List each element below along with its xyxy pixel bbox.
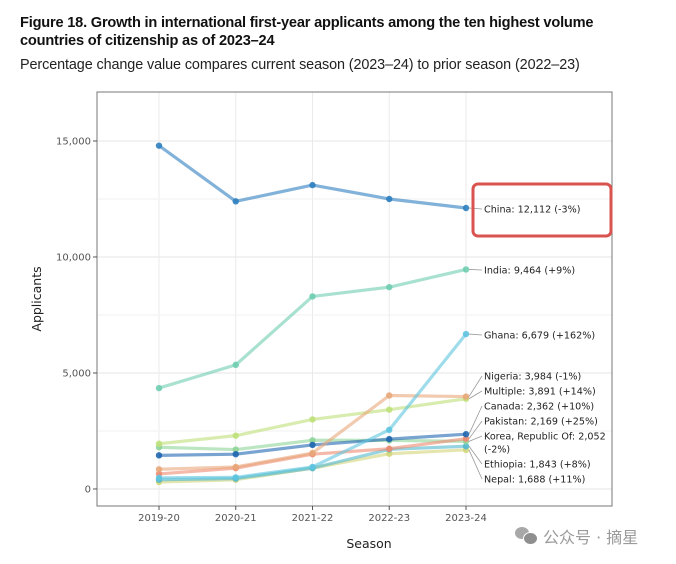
leader-line bbox=[468, 405, 483, 435]
leader-line bbox=[468, 435, 483, 442]
data-point bbox=[386, 450, 393, 457]
data-point bbox=[386, 283, 393, 291]
y-tick-label: 10,000 bbox=[56, 253, 91, 264]
series-labels: China: 12,112 (-3%) India: 9,464 (+9%) Gha… bbox=[484, 205, 606, 486]
data-point bbox=[155, 142, 163, 149]
data-point bbox=[155, 440, 163, 447]
data-point bbox=[309, 449, 316, 457]
data-point bbox=[232, 451, 239, 458]
leader-line bbox=[468, 390, 483, 400]
data-point bbox=[232, 361, 239, 369]
watermark: 公众号 · 摘星 bbox=[515, 524, 638, 548]
data-point bbox=[155, 384, 163, 392]
data-point bbox=[232, 198, 239, 205]
plot-frame bbox=[96, 91, 613, 507]
data-point bbox=[232, 446, 239, 453]
data-point bbox=[232, 463, 239, 471]
leader-line bbox=[468, 333, 483, 336]
data-point bbox=[309, 181, 316, 189]
leader-line bbox=[468, 449, 483, 480]
data-point bbox=[386, 392, 393, 399]
data-point bbox=[232, 432, 239, 439]
x-tick-label: 2023-24 bbox=[445, 513, 487, 524]
leader-line bbox=[468, 375, 483, 397]
series-label: Multiple: 3,891 (+14%) bbox=[484, 387, 596, 398]
x-axis: 2019-20 2020-21 2021-22 2022-23 2023-24 bbox=[138, 506, 487, 524]
grid bbox=[97, 92, 612, 506]
series-group bbox=[155, 142, 470, 486]
series-india bbox=[155, 266, 470, 392]
series-china bbox=[155, 142, 470, 212]
data-point bbox=[386, 435, 393, 443]
series-label: Pakistan: 2,169 (+25%) bbox=[484, 417, 598, 428]
watermark-text: 公众号 · 摘星 bbox=[543, 528, 639, 547]
series-label: China: 12,112 (-3%) bbox=[484, 205, 580, 216]
data-point bbox=[155, 466, 163, 473]
data-point bbox=[386, 195, 393, 203]
figure-subtitle: Percentage change value compares current… bbox=[20, 57, 580, 73]
x-tick-label: 2020-21 bbox=[215, 513, 257, 524]
y-axis-title: Applicants bbox=[29, 266, 44, 331]
data-point bbox=[462, 431, 470, 438]
data-point bbox=[462, 204, 470, 212]
data-point bbox=[309, 437, 316, 444]
y-tick-label: 0 bbox=[85, 485, 91, 496]
data-point bbox=[462, 330, 470, 338]
data-point bbox=[462, 435, 470, 442]
leader-line bbox=[468, 420, 483, 439]
series-label: India: 9,464 (+9%) bbox=[484, 266, 575, 277]
data-point bbox=[462, 266, 470, 273]
china-highlight-box bbox=[471, 182, 613, 238]
series-label: Canada: 2,362 (+10%) bbox=[484, 402, 594, 413]
x-tick-label: 2019-20 bbox=[138, 513, 180, 524]
series-label: Nigeria: 3,984 (-1%) bbox=[484, 372, 581, 383]
wechat-icon bbox=[515, 527, 538, 545]
series-label: Ghana: 6,679 (+162%) bbox=[484, 331, 595, 342]
figure-title: Figure 18. Growth in international first… bbox=[20, 15, 594, 49]
y-tick-label: 5,000 bbox=[62, 369, 91, 380]
series-label: Ethiopia: 1,843 (+8%) bbox=[484, 460, 591, 471]
label-leader-lines bbox=[468, 207, 483, 480]
series-label: Korea, Republic Of: 2,052 bbox=[484, 432, 606, 443]
y-axis: 0 5,000 10,000 15,000 bbox=[56, 137, 97, 496]
series-ghana bbox=[155, 330, 470, 482]
series-label: (-2%) bbox=[484, 445, 510, 456]
y-tick-label: 15,000 bbox=[56, 137, 91, 148]
data-point bbox=[386, 406, 393, 413]
data-point bbox=[309, 293, 316, 300]
data-point bbox=[309, 441, 316, 449]
series-label: Nepal: 1,688 (+11%) bbox=[484, 475, 585, 486]
data-point bbox=[309, 416, 316, 423]
x-tick-label: 2022-23 bbox=[368, 513, 410, 524]
leader-line bbox=[468, 269, 483, 271]
x-tick-label: 2021-22 bbox=[292, 513, 334, 524]
data-point bbox=[232, 474, 239, 481]
data-point bbox=[155, 452, 163, 459]
data-point bbox=[309, 463, 316, 471]
series-canada bbox=[155, 431, 470, 459]
data-point bbox=[386, 426, 393, 434]
x-axis-title: Season bbox=[346, 536, 391, 551]
leader-line bbox=[468, 207, 483, 210]
data-point bbox=[386, 445, 393, 452]
data-point bbox=[462, 443, 470, 450]
data-point bbox=[462, 393, 470, 400]
leader-line bbox=[468, 446, 483, 465]
data-point bbox=[155, 474, 163, 482]
